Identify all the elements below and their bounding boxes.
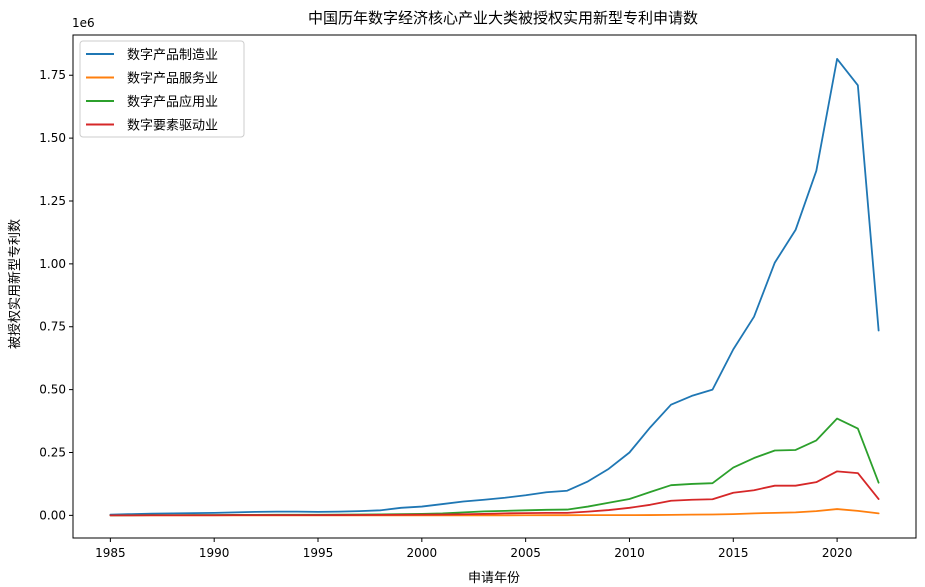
- legend-label-1: 数字产品制造业: [127, 48, 218, 63]
- y-tick-label: 1.25: [39, 194, 66, 208]
- y-tick-label: 0.00: [39, 508, 66, 522]
- series-line-1: [109, 57, 880, 516]
- y-offset-label: 1e6: [72, 16, 95, 30]
- x-tick-label: 1990: [199, 546, 230, 560]
- chart-title: 中国历年数字经济核心产业大类被授权实用新型专利申请数: [308, 9, 698, 27]
- x-tick-label: 1995: [303, 546, 334, 560]
- legend-box: [79, 40, 245, 138]
- x-tick-label: 2015: [718, 546, 749, 560]
- x-tick-label: 2005: [510, 546, 541, 560]
- y-tick-label: 0.50: [39, 383, 66, 397]
- y-axis: 0.00 0.25 0.50 0.75 1.00 1.25 1.50 1.75: [39, 68, 73, 522]
- y-tick-label: 1.00: [39, 257, 66, 271]
- x-tick-label: 2020: [822, 546, 853, 560]
- plot-frame: [72, 34, 917, 539]
- legend-label-4: 数字要素驱动业: [127, 119, 218, 134]
- legend-label-2: 数字产品服务业: [127, 71, 218, 87]
- y-tick-label: 1.75: [39, 68, 66, 82]
- y-axis-title: 被授权实用新型专利数: [7, 219, 23, 349]
- series-lines: [109, 57, 880, 517]
- y-tick-label: 0.25: [39, 445, 66, 459]
- series-line-3: [109, 417, 880, 517]
- x-tick-label: 2010: [614, 546, 645, 560]
- x-axis-title: 申请年份: [468, 571, 520, 586]
- x-tick-label: 1985: [95, 546, 126, 560]
- y-tick-label: 0.75: [39, 320, 66, 334]
- series-line-4: [109, 470, 880, 517]
- y-tick-label: 1.50: [39, 131, 66, 145]
- legend-label-3: 数字产品应用业: [127, 94, 218, 110]
- x-tick-label: 2000: [407, 546, 438, 560]
- x-axis: 1985 1990 1995 2000 2005 2010 2015 2020: [95, 538, 852, 560]
